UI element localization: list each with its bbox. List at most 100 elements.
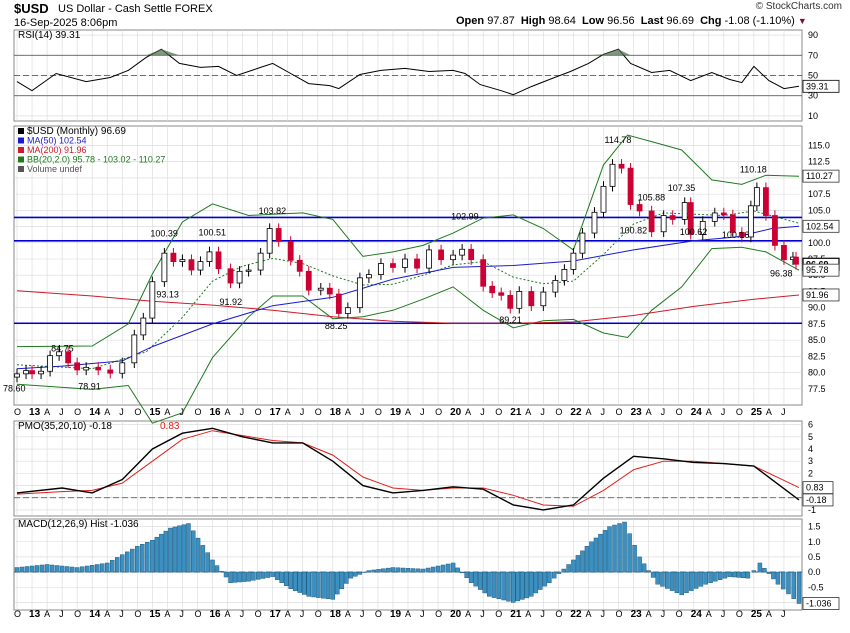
quote-summary: Open 97.87 High 98.64 Low 96.56 Last 96.…: [456, 15, 807, 27]
price-y-tick-label: 90.0: [808, 303, 826, 313]
rsi-value-tag-box: [802, 79, 840, 93]
candle-body: [23, 370, 29, 375]
macd-hist-bar: [344, 571, 349, 584]
price-x-axis-label: J: [661, 407, 666, 417]
price-y-tick-label: 115.0: [808, 140, 830, 150]
macd-hist-bar: [109, 559, 115, 573]
price-legend-entry: MA(200) 91.96: [27, 145, 87, 155]
rsi-overbought-shade: [603, 49, 619, 56]
bottom-x-axis-label: 15: [149, 609, 161, 620]
pmo-y-tick-label: 6: [808, 420, 813, 430]
price-legend-entry: $USD (Monthly) 96.69: [27, 126, 126, 137]
bottom-x-axis-label: A: [104, 609, 110, 619]
down-marker-icon: ▼: [797, 16, 807, 26]
bottom-x-axis-label: 25: [751, 609, 763, 620]
price-x-axis-label: A: [345, 407, 351, 417]
macd-hist-bar: [39, 564, 45, 573]
bottom-x-axis-label: 19: [390, 609, 402, 620]
bottom-x-axis-label: O: [14, 609, 21, 619]
pmo-line: [16, 427, 800, 511]
macd-hist-bar: [607, 526, 612, 573]
open-value: 97.87: [487, 15, 515, 27]
macd-hist-bar: [506, 571, 511, 602]
candle-body: [507, 294, 514, 309]
macd-hist-bar: [679, 571, 684, 596]
bottom-x-axis-label: 14: [89, 609, 101, 620]
candle-body: [335, 293, 342, 314]
pmo-signal-label: 0.83: [160, 421, 180, 432]
macd-hist-bar: [29, 565, 35, 573]
bottom-x-axis-label: O: [74, 609, 81, 619]
price-x-axis-label: J: [600, 407, 605, 417]
price-x-axis-label: J: [781, 407, 786, 417]
candle-body: [781, 244, 787, 261]
candle-body: [56, 351, 63, 357]
bottom-x-axis-label: A: [525, 609, 531, 619]
macd-hist-bar: [301, 571, 307, 595]
price-annotation: 100.16: [722, 230, 750, 240]
price-x-axis-label: O: [435, 407, 442, 417]
bottom-x-axis-label: J: [600, 609, 605, 619]
macd-hist-bar: [665, 571, 670, 589]
macd-hist-bar: [455, 567, 460, 573]
rsi-y-tick-label: 50: [808, 71, 818, 81]
bottom-x-axis-label: A: [285, 609, 291, 619]
candle-body: [720, 212, 727, 216]
price-x-axis-label: A: [164, 407, 170, 417]
price-legend-entry: MA(50) 102.54: [27, 136, 87, 146]
price-annotation: 78.91: [78, 382, 101, 392]
price-annotation: 78.60: [3, 384, 26, 394]
macd-hist-bar: [491, 571, 497, 598]
price-value-tag: 91.96: [806, 290, 829, 300]
price-y-tick-label: 112.5: [808, 157, 830, 167]
macd-hist-bar: [762, 568, 767, 573]
macd-hist-bar: [205, 552, 210, 573]
bottom-x-axis-label: O: [255, 609, 262, 619]
price-x-axis-label: 20: [450, 407, 462, 418]
price-annotation: 100.51: [199, 227, 227, 237]
price-x-axis-label: O: [134, 407, 141, 417]
macd-hist-bar: [19, 566, 25, 573]
candle-body: [561, 268, 568, 281]
bottom-x-axis-label: J: [179, 609, 184, 619]
legend-swatch: [18, 137, 24, 144]
price-y-tick-label: 87.5: [808, 319, 826, 329]
macd-hist-bar: [693, 571, 699, 589]
pmo-y-tick-label: 3: [808, 456, 813, 466]
candle-body: [140, 317, 147, 336]
candle-body: [296, 259, 303, 272]
macd-hist-bar: [415, 568, 421, 573]
macd-hist-bar: [430, 566, 436, 573]
candle-body: [275, 228, 282, 242]
candle-body: [197, 261, 204, 271]
price-x-axis-label: O: [74, 407, 81, 417]
price-x-axis-label: A: [525, 407, 531, 417]
candle-body: [366, 274, 372, 279]
bottom-x-axis-label: O: [676, 609, 683, 619]
macd-hist-bar: [593, 537, 599, 573]
candle-body: [65, 351, 72, 364]
candle-body: [344, 307, 351, 314]
macd-hist-bar: [64, 566, 70, 573]
candle-body: [107, 369, 114, 374]
bottom-x-axis-label: J: [300, 609, 305, 619]
macd-hist-bar: [556, 571, 562, 574]
candle-body: [489, 285, 496, 294]
last-label: Last: [640, 15, 664, 27]
macd-hist-bar: [255, 571, 261, 580]
macd-hist-bar: [757, 562, 763, 573]
price-x-axis-label: 24: [691, 407, 703, 418]
candle-body: [660, 215, 667, 233]
candle-body: [266, 228, 273, 254]
bottom-x-axis-label: O: [495, 609, 502, 619]
pmo-value-tag: -0.18: [806, 495, 827, 505]
rsi-y-tick-label: 30: [808, 91, 818, 101]
macd-hist-bar: [214, 565, 220, 573]
candle-body: [426, 249, 432, 269]
price-x-axis-label: 18: [330, 407, 342, 418]
candle-body: [390, 263, 396, 268]
macd-hist-bar: [689, 571, 694, 591]
price-x-axis-label: J: [540, 407, 545, 417]
price-x-axis-label: O: [555, 407, 562, 417]
